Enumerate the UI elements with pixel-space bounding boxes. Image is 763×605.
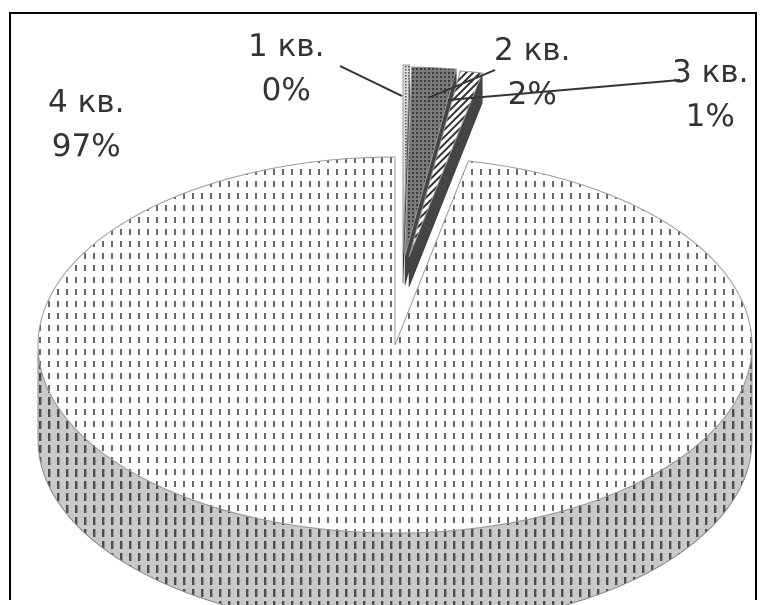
slice-label-q1-name: 1 кв. [248, 28, 325, 64]
pie-slice-0 [402, 64, 411, 254]
slice-label-q3-name: 3 кв. [672, 54, 749, 90]
slice-label-q1: 1 кв. 0% [248, 24, 324, 112]
leader-line-2 [447, 79, 681, 101]
leader-line-1 [427, 69, 496, 99]
slice-label-q4: 4 кв. 97% [48, 80, 124, 168]
slice-label-q2-name: 2 кв. [494, 32, 571, 68]
slice-label-q1-value: 0% [261, 72, 311, 108]
slice-label-q2-value: 2% [507, 76, 557, 112]
slice-label-q2: 2 кв. 2% [494, 28, 570, 116]
slice-label-q4-value: 97% [51, 128, 121, 164]
pie-slices [37, 64, 753, 605]
slice-label-q3: 3 кв. 1% [672, 50, 748, 138]
chart-frame [9, 12, 757, 600]
slice-label-q3-value: 1% [685, 98, 735, 134]
leader-line-0 [339, 65, 403, 97]
slice-label-q4-name: 4 кв. [48, 84, 125, 120]
pie-slice-2 [408, 70, 483, 258]
pie-slice-3 [37, 156, 753, 534]
pie-slice-1 [404, 66, 457, 256]
